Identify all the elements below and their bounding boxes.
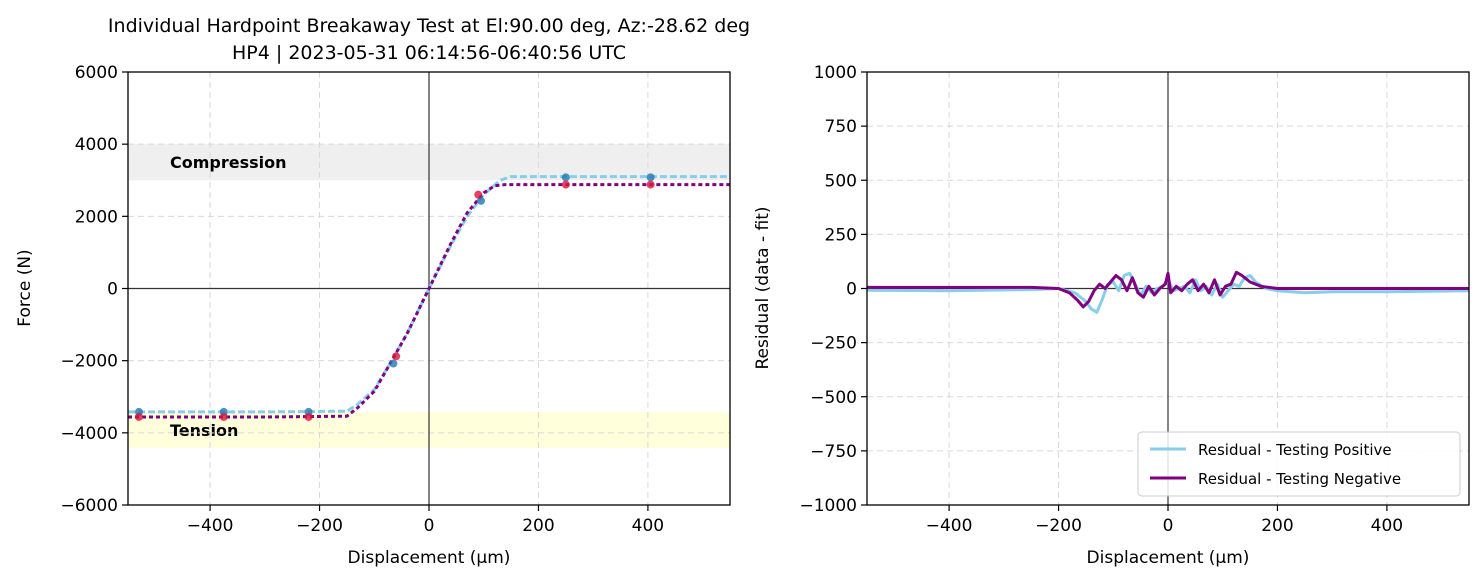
x-tick-label: 0	[1163, 516, 1174, 536]
x-tick-label: −200	[296, 516, 343, 536]
series-line-negative	[128, 183, 730, 419]
y-tick-label: −750	[810, 442, 857, 462]
y-tick-label: −4000	[60, 424, 118, 444]
band-label-compression: Compression	[170, 153, 287, 172]
x-tick-label: 200	[1261, 516, 1293, 536]
data-point-negative	[392, 352, 401, 361]
chart-title: Individual Hardpoint Breakaway Test at E…	[108, 15, 750, 37]
y-tick-label: 0	[846, 280, 857, 300]
x-tick-label: −400	[187, 516, 234, 536]
series-line-positive	[128, 175, 730, 414]
data-point-negative	[474, 190, 483, 199]
legend-box	[1137, 431, 1461, 497]
y-tick-label: −250	[810, 334, 857, 354]
y-tick-label: 0	[107, 280, 118, 300]
x-tick-label: 0	[424, 516, 435, 536]
data-point-negative	[561, 180, 570, 189]
y-tick-label: 2000	[75, 207, 118, 227]
y-tick-label: 6000	[75, 63, 118, 83]
data-point-positive	[389, 359, 398, 368]
y-tick-label: −1000	[799, 496, 857, 516]
legend: Residual - Testing Positive Residual - T…	[1137, 431, 1461, 497]
x-tick-label: −400	[926, 516, 973, 536]
y-tick-label: 250	[825, 225, 857, 245]
legend-label-negative: Residual - Testing Negative	[1198, 470, 1401, 488]
y-tick-label: −2000	[60, 352, 118, 372]
y-tick-label: 750	[825, 117, 857, 137]
residual-x-axis-label: Displacement (µm)	[1087, 548, 1250, 568]
residual-y-axis-label: Residual (data - fit)	[753, 206, 773, 369]
data-point-negative	[219, 412, 228, 421]
data-point-positive	[646, 173, 655, 182]
y-tick-label: 1000	[814, 63, 857, 83]
data-point-positive	[561, 173, 570, 182]
data-point-negative	[304, 412, 313, 421]
data-point-positive	[476, 196, 485, 205]
band-label-tension: Tension	[170, 421, 238, 440]
force-x-axis-label: Displacement (µm)	[348, 548, 511, 568]
x-tick-label: −200	[1035, 516, 1082, 536]
legend-label-positive: Residual - Testing Positive	[1198, 441, 1392, 459]
y-tick-label: −6000	[60, 496, 118, 516]
x-tick-label: 400	[632, 516, 664, 536]
x-tick-label: 400	[1371, 516, 1403, 536]
force-y-axis-label: Force (N)	[15, 249, 35, 326]
data-point-negative	[134, 412, 143, 421]
data-point-negative	[646, 180, 655, 189]
x-tick-label: 200	[522, 516, 554, 536]
chart-subtitle: HP4 | 2023-05-31 06:14:56-06:40:56 UTC	[232, 42, 626, 64]
y-tick-label: −500	[810, 388, 857, 408]
residual-plot: −400 −200 0 200 400 −1000 −750 −500 −250 0 250 500 7…	[753, 63, 1470, 568]
series-line-negative	[867, 270, 1469, 309]
y-tick-label: 500	[825, 171, 857, 191]
y-tick-label: 4000	[75, 135, 118, 155]
